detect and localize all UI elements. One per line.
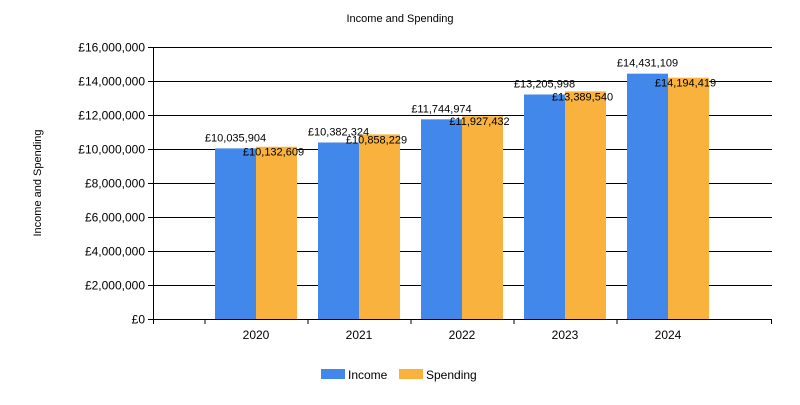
data-label-income: £11,744,974 [411,103,471,115]
data-label-income: £14,431,109 [617,58,678,70]
data-labels: £0 £2,000,000 £4,000,000 £6,000,000 £8,000,0… [78,41,716,343]
y-tick-label: £12,000,000 [78,109,145,123]
x-tick-label: 2024 [655,328,682,342]
data-label-spending: £10,132,609 [243,147,304,159]
y-tick-label: £16,000,000 [78,41,145,55]
data-label-spending: £14,194,419 [655,78,716,90]
axes [148,47,772,324]
data-label-income: £13,205,998 [514,78,575,90]
x-tick-label: 2022 [449,328,476,342]
data-label-income: £10,035,904 [205,132,266,144]
y-tick-label: £0 [132,313,146,327]
legend: Income Spending [321,368,477,382]
legend-label-income: Income [348,368,388,382]
y-tick-label: £14,000,000 [78,75,145,89]
legend-swatch-spending [399,369,423,379]
data-label-spending: £11,927,432 [449,116,509,128]
bar-income-2020 [215,148,256,319]
data-label-income: £10,382,324 [308,127,369,139]
bar-spending-2022 [462,116,503,319]
bar-income-2023 [524,94,565,319]
y-tick-label: £10,000,000 [78,143,145,157]
data-label-spending: £13,389,540 [552,91,613,103]
data-label-spending: £10,858,229 [346,134,407,146]
bar-income-2021 [318,142,359,319]
bar-spending-2020 [256,146,297,319]
bar-income-2024 [627,73,668,320]
y-tick-label: £4,000,000 [85,245,145,259]
y-tick-label: £2,000,000 [85,279,145,293]
legend-label-spending: Spending [426,368,477,382]
bars [215,73,709,320]
bar-spending-2023 [565,91,606,319]
x-tick-label: 2021 [346,328,373,342]
chart-title: Income and Spending [346,13,453,25]
bar-income-2022 [421,119,462,319]
y-tick-label: £8,000,000 [85,177,145,191]
legend-swatch-income [321,369,345,379]
y-tick-label: £6,000,000 [85,211,145,225]
bar-spending-2021 [359,134,400,319]
y-axis-label: Income and Spending [32,129,44,236]
bar-spending-2024 [668,77,709,319]
x-tick-label: 2020 [243,328,270,342]
x-tick-label: 2023 [552,328,579,342]
